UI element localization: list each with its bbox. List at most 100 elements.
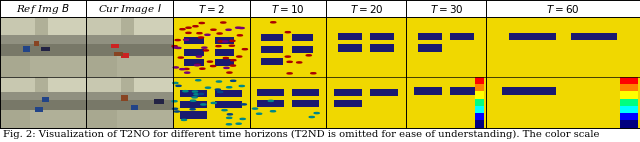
Text: $T = 20$: $T = 20$	[349, 3, 383, 14]
Bar	[35, 108, 40, 112]
Bar	[215, 90, 242, 97]
Bar	[620, 99, 638, 106]
Bar	[509, 33, 556, 40]
Circle shape	[227, 114, 232, 115]
Circle shape	[178, 57, 183, 58]
Circle shape	[257, 113, 262, 114]
Text: Cur Image $I$: Cur Image $I$	[98, 2, 161, 15]
Circle shape	[226, 29, 231, 30]
Bar	[184, 59, 204, 66]
Circle shape	[174, 111, 179, 112]
Bar	[261, 46, 283, 53]
Circle shape	[240, 118, 245, 120]
Circle shape	[243, 49, 248, 50]
Circle shape	[229, 45, 234, 46]
Circle shape	[237, 35, 243, 36]
Circle shape	[236, 27, 241, 28]
Bar	[134, 77, 173, 92]
Bar	[0, 110, 30, 128]
Bar	[451, 87, 479, 95]
Circle shape	[227, 124, 232, 125]
Bar	[486, 77, 640, 128]
Circle shape	[173, 82, 178, 83]
Circle shape	[184, 68, 189, 70]
Bar	[571, 33, 617, 40]
Bar	[47, 77, 86, 92]
Bar	[475, 121, 484, 128]
Bar	[250, 17, 326, 77]
Bar	[261, 34, 283, 41]
Bar	[35, 107, 43, 112]
Bar	[115, 52, 124, 56]
Circle shape	[207, 61, 212, 62]
Bar	[406, 77, 486, 128]
Circle shape	[271, 111, 276, 112]
Circle shape	[191, 100, 196, 101]
Bar	[86, 35, 173, 44]
Circle shape	[199, 22, 204, 24]
Bar	[371, 44, 394, 52]
Circle shape	[172, 101, 177, 102]
Bar	[86, 77, 121, 92]
Bar	[334, 100, 362, 107]
Bar	[620, 91, 638, 99]
Bar	[180, 111, 207, 119]
Bar	[257, 89, 284, 96]
Circle shape	[218, 41, 223, 42]
Circle shape	[309, 116, 314, 118]
Circle shape	[193, 91, 198, 92]
Circle shape	[195, 65, 200, 66]
Bar	[326, 77, 406, 128]
Text: $T = 2$: $T = 2$	[198, 3, 225, 14]
Circle shape	[227, 117, 232, 118]
Circle shape	[180, 29, 185, 30]
Bar	[86, 110, 116, 128]
Circle shape	[204, 50, 209, 51]
Circle shape	[224, 67, 229, 68]
Bar	[0, 100, 86, 110]
Bar	[415, 87, 442, 95]
Bar	[184, 37, 204, 44]
Circle shape	[184, 39, 189, 40]
Circle shape	[196, 56, 202, 57]
Bar	[86, 56, 116, 77]
Circle shape	[239, 85, 244, 87]
Bar	[292, 89, 319, 96]
Circle shape	[297, 62, 302, 63]
Bar	[42, 97, 49, 102]
Bar	[339, 33, 362, 40]
Circle shape	[185, 72, 190, 73]
Circle shape	[201, 104, 206, 105]
Bar	[41, 47, 50, 51]
Bar	[122, 95, 127, 101]
Bar	[620, 77, 638, 84]
Bar	[34, 41, 39, 46]
Bar	[86, 17, 121, 35]
Bar	[292, 100, 319, 107]
Circle shape	[217, 33, 222, 34]
Bar	[215, 49, 234, 56]
Bar	[261, 58, 283, 65]
Circle shape	[287, 61, 292, 62]
Circle shape	[186, 32, 191, 34]
Bar	[475, 113, 484, 121]
Bar	[0, 77, 35, 92]
Circle shape	[241, 104, 246, 105]
Bar	[502, 87, 556, 95]
Bar	[419, 44, 442, 52]
Circle shape	[193, 26, 198, 27]
Bar	[475, 99, 484, 106]
Circle shape	[268, 100, 273, 101]
Circle shape	[175, 39, 180, 41]
Text: $T = 30$: $T = 30$	[429, 3, 463, 14]
Bar	[215, 101, 242, 108]
Circle shape	[218, 91, 223, 93]
Bar	[406, 17, 486, 77]
Bar	[475, 91, 484, 99]
Bar	[257, 100, 284, 107]
Circle shape	[176, 85, 181, 86]
Text: Fig. 2: Visualization of T2NO for different time horizons (T2ND is omitted for e: Fig. 2: Visualization of T2NO for differ…	[3, 130, 600, 139]
Bar	[134, 17, 173, 35]
Bar	[0, 92, 86, 100]
Bar	[86, 44, 173, 56]
